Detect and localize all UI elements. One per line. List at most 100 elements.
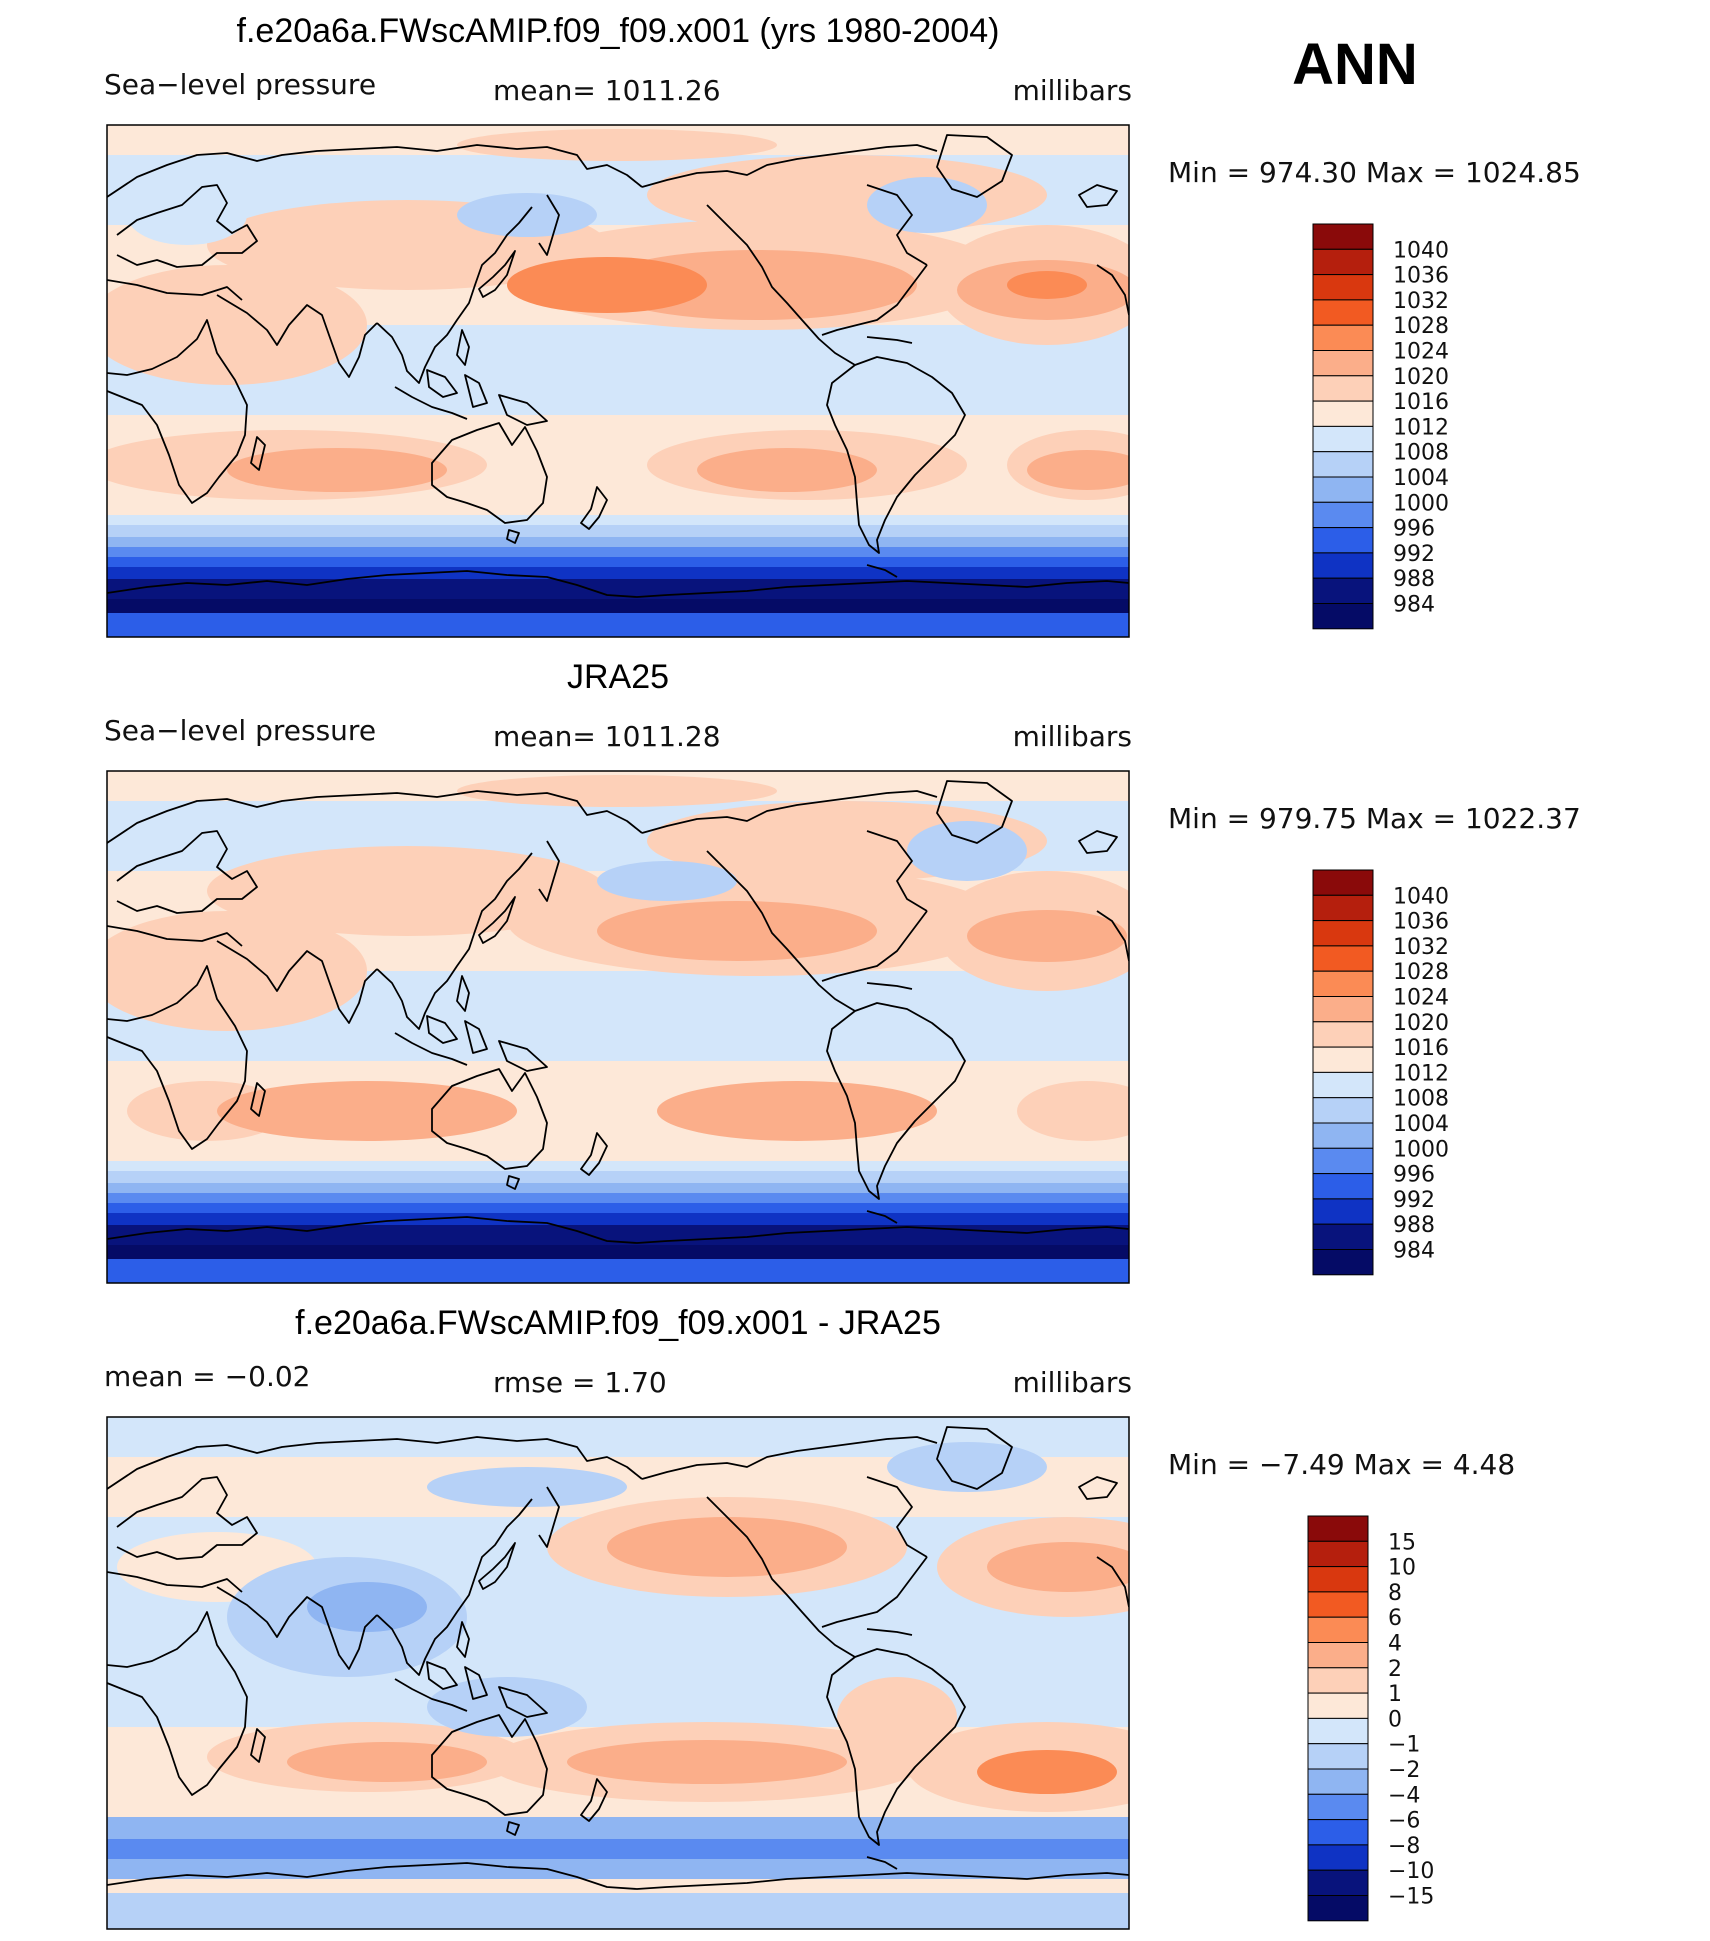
color-legend: 1040103610321028102410201016101210081004… <box>1312 869 1449 1276</box>
legend-swatch <box>1312 375 1374 402</box>
field-contour <box>987 1542 1129 1592</box>
field-band <box>107 613 1129 637</box>
panel-minmax: Min = −7.49 Max = 4.48 <box>1168 1448 1515 1481</box>
field-band <box>107 1839 1129 1859</box>
legend-tick-label: 1040 <box>1393 884 1449 909</box>
field-contour <box>837 1677 957 1757</box>
field-contour <box>107 265 367 385</box>
field-band <box>107 599 1129 613</box>
field-band <box>107 1259 1129 1283</box>
legend-swatch <box>1312 1097 1374 1124</box>
field-contour <box>127 185 247 245</box>
field-contour <box>457 129 777 161</box>
legend-tick-label: 1016 <box>1393 390 1449 415</box>
field-contour <box>1017 1081 1129 1141</box>
field-band <box>107 1893 1129 1929</box>
field-band <box>107 515 1129 525</box>
field-band <box>107 537 1129 547</box>
legend-swatch <box>1312 1071 1374 1099</box>
field-contour <box>607 1517 847 1577</box>
field-band <box>107 1161 1129 1171</box>
field-contour <box>287 1742 487 1782</box>
legend-swatch <box>1307 1768 1369 1795</box>
legend-tick-label: −15 <box>1388 1885 1434 1910</box>
legend-swatch <box>1312 501 1374 529</box>
field-contour <box>967 910 1127 962</box>
field-band <box>107 547 1129 557</box>
legend-swatch <box>1307 1667 1369 1694</box>
field-contour <box>567 1740 847 1784</box>
panel-units-label: millibars <box>1013 1366 1132 1399</box>
legend-swatch <box>1312 527 1374 554</box>
field-contour <box>1007 271 1087 299</box>
legend-tick-label: 1028 <box>1393 314 1449 339</box>
legend-swatch <box>1312 1173 1374 1200</box>
legend-tick-label: 988 <box>1393 567 1435 592</box>
panel-minmax: Min = 979.75 Max = 1022.37 <box>1168 802 1581 835</box>
legend-tick-label: −2 <box>1388 1758 1420 1783</box>
field-band <box>107 1879 1129 1893</box>
legend-swatch <box>1307 1895 1369 1922</box>
field-contour <box>697 448 877 492</box>
field-band <box>107 1193 1129 1203</box>
panel-units-label: millibars <box>1013 74 1132 107</box>
legend-swatch <box>1312 1122 1374 1149</box>
legend-tick-label: 1024 <box>1393 340 1449 365</box>
field-contour <box>867 177 987 233</box>
legend-swatch <box>1312 996 1374 1023</box>
legend-swatch <box>1307 1743 1369 1770</box>
map-frame <box>106 770 1130 1284</box>
color-legend: 1040103610321028102410201016101210081004… <box>1312 223 1449 630</box>
legend-swatch <box>1307 1869 1369 1897</box>
legend-swatch <box>1307 1844 1369 1871</box>
legend-tick-label: 8 <box>1388 1581 1402 1606</box>
legend-swatch <box>1307 1616 1369 1643</box>
map-panel <box>106 124 1130 638</box>
legend-swatch <box>1312 970 1374 997</box>
field-band <box>107 579 1129 599</box>
legend-swatch <box>1312 945 1374 972</box>
legend-swatch <box>1312 894 1374 922</box>
panel-left-label: Sea−level pressure <box>104 68 376 101</box>
field-band <box>107 557 1129 567</box>
legend-swatch <box>1312 223 1374 250</box>
legend-tick-label: −10 <box>1388 1859 1434 1884</box>
legend-tick-label: 2 <box>1388 1657 1402 1682</box>
panel-center-label: mean= 1011.26 <box>493 74 721 107</box>
legend-swatch <box>1312 869 1374 896</box>
field-contour <box>597 901 877 961</box>
field-contour <box>657 1081 937 1141</box>
legend-swatch <box>1312 1223 1374 1251</box>
panel-center-label: rmse = 1.70 <box>493 1366 667 1399</box>
legend-swatch <box>1312 920 1374 947</box>
legend-swatch <box>1312 274 1374 301</box>
legend-tick-label: 1000 <box>1393 1137 1449 1162</box>
legend-tick-label: −6 <box>1388 1809 1420 1834</box>
legend-tick-label: 1008 <box>1393 1087 1449 1112</box>
legend-swatch <box>1312 350 1374 377</box>
legend-swatch <box>1307 1515 1369 1542</box>
legend-swatch <box>1312 476 1374 503</box>
legend-tick-label: 1028 <box>1393 960 1449 985</box>
map-frame <box>106 124 1130 638</box>
legend-swatch <box>1312 1021 1374 1048</box>
legend-tick-label: 10 <box>1388 1556 1416 1581</box>
legend-tick-label: 1020 <box>1393 365 1449 390</box>
field-contour <box>107 911 367 1031</box>
legend-swatch <box>1307 1591 1369 1618</box>
field-band <box>107 567 1129 579</box>
field-contour <box>457 775 777 807</box>
legend-tick-label: 996 <box>1393 1163 1435 1188</box>
field-contour <box>427 1467 627 1507</box>
legend-tick-label: 988 <box>1393 1213 1435 1238</box>
field-contour <box>207 846 607 936</box>
legend-swatch <box>1307 1717 1369 1745</box>
panel-3: f.e20a6a.FWscAMIP.f09_f09.x001 - JRA25 me… <box>104 1304 1515 1930</box>
legend-swatch <box>1312 400 1374 427</box>
legend-swatch <box>1307 1566 1369 1593</box>
panel-left-label: mean = −0.02 <box>104 1360 310 1393</box>
legend-tick-label: 1000 <box>1393 491 1449 516</box>
legend-tick-label: 1008 <box>1393 441 1449 466</box>
legend-swatch <box>1312 603 1374 630</box>
